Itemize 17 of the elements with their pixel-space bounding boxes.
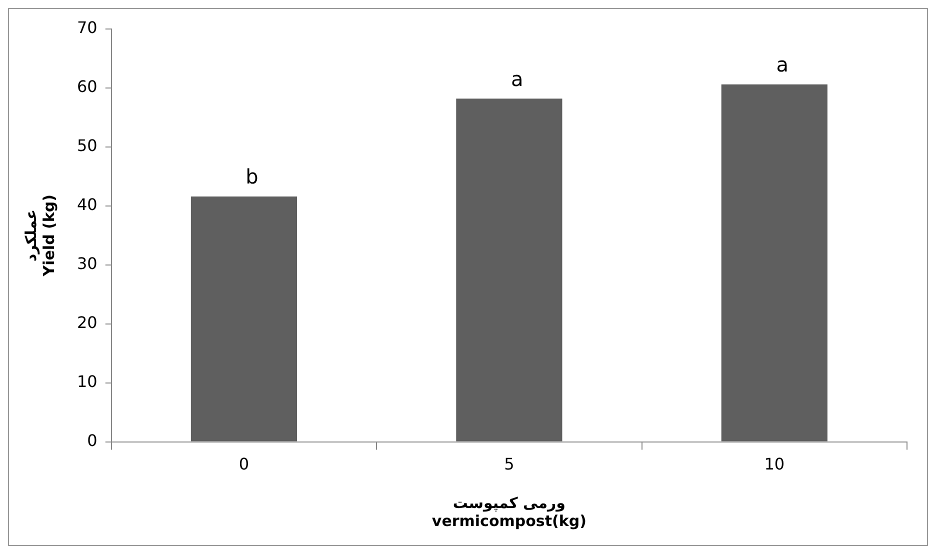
y-tick-label: 60	[77, 77, 98, 96]
bar	[190, 196, 298, 442]
annotation: b	[246, 164, 258, 189]
x-tick-label: 0	[238, 454, 250, 474]
annotation: a	[776, 52, 789, 77]
y-tick-label: 30	[77, 254, 98, 274]
y-tick-label: 20	[77, 313, 98, 332]
annotation: a	[511, 66, 524, 91]
y-tick-label: 0	[87, 430, 98, 450]
x-tick-label: 10	[764, 454, 785, 474]
bar	[721, 84, 828, 442]
y-tick-label: 50	[77, 136, 98, 156]
bar	[456, 98, 562, 442]
y-tick-label: 70	[77, 18, 98, 38]
x-tick-label: 5	[504, 454, 514, 474]
y-tick-label: 10	[77, 372, 98, 391]
y-tick-label: 40	[77, 195, 98, 214]
